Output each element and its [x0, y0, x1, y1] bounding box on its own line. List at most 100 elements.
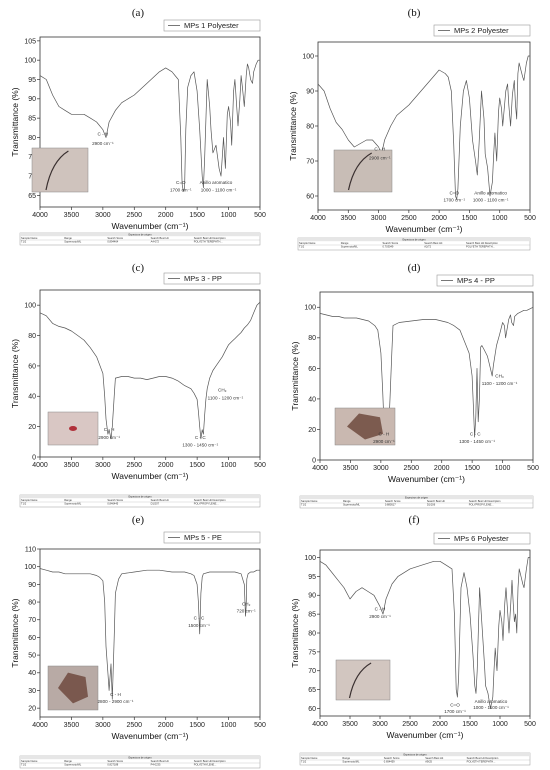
y-tick-label: 80: [28, 599, 36, 606]
search-table-header: Search Score: [383, 241, 399, 245]
peak-annotation: C - H: [379, 432, 390, 437]
x-tick-label: 3500: [340, 215, 356, 222]
x-tick-label: 2500: [401, 215, 417, 222]
legend-box: [433, 532, 531, 545]
peak-annotation: CH₃: [495, 374, 504, 379]
search-table-header: Search Best Hit: [151, 759, 169, 763]
x-tick-label: 2500: [402, 721, 418, 728]
x-tick-label: 1000: [495, 465, 511, 472]
x-tick-label: 2000: [158, 462, 174, 469]
search-table-header: Sample Name: [299, 241, 316, 245]
y-tick-label: 80: [28, 333, 36, 340]
search-table-header-bg: [20, 233, 260, 237]
y-tick-label: 80: [28, 135, 36, 142]
search-table-header: Search Score: [107, 759, 123, 763]
spectrum-line: [319, 557, 530, 709]
peak-annotation: 1000 - 1100 cm⁻¹: [473, 705, 509, 710]
microscope-photo: [335, 659, 391, 701]
x-tick-label: 3500: [64, 722, 80, 729]
peak-annotation: CH₂: [242, 602, 251, 607]
x-tick-label: 500: [254, 462, 266, 469]
search-table-cell: 0.703049: [383, 245, 394, 249]
x-axis-label: Wavenumber (cm⁻¹): [386, 224, 463, 234]
x-tick-label: 2000: [432, 721, 448, 728]
search-table-cell: POLYETH TEREPHTH...: [466, 245, 495, 249]
x-tick-label: 2000: [158, 722, 174, 729]
peak-annotation: 720 cm⁻¹: [237, 609, 256, 614]
y-axis-label: Transmittance (%): [10, 339, 20, 408]
y-tick-label: 40: [308, 396, 316, 403]
search-table-cell: 0.846445: [107, 502, 118, 506]
search-table-cell: A4-072: [151, 240, 160, 244]
peak-annotation: C=O: [450, 703, 460, 708]
search-table-header-bg: [300, 496, 533, 500]
search-table-header-bg: [20, 756, 260, 760]
search-table-header: Search Best Hit Description: [469, 499, 501, 503]
microplastic-fiber: [45, 150, 69, 191]
legend-box: [163, 272, 261, 285]
x-tick-label: 1500: [189, 212, 205, 219]
ftir-panel-3: (c) 4000 3500 3000 2500 2000 1500 1000 500 0 20 40 6…: [10, 262, 266, 508]
y-tick-label: 100: [302, 53, 314, 60]
y-axis-label: Transmittance (%): [290, 598, 300, 667]
panel-letter: (e): [132, 514, 145, 526]
y-tick-label: 70: [306, 158, 314, 165]
y-axis-label: Transmittance (%): [290, 341, 300, 410]
peak-annotation: C - H: [97, 132, 108, 137]
search-table-cell: A9/25: [425, 760, 432, 764]
y-tick-label: 105: [24, 38, 36, 45]
x-tick-label: 1000: [221, 212, 237, 219]
x-axis-label: Wavenumber (cm⁻¹): [112, 471, 189, 481]
legend-box: [163, 531, 261, 544]
plot-frame: [319, 291, 534, 461]
x-tick-label: 1500: [189, 722, 205, 729]
peak-annotation: 2900 cm⁻¹: [369, 155, 391, 160]
peak-annotation: 1300 - 1450 cm⁻¹: [182, 442, 218, 447]
search-table-cell: Supremoto/ML: [343, 503, 361, 507]
y-tick-label: 0: [312, 457, 316, 464]
x-tick-label: 1500: [189, 462, 205, 469]
search-table-title: Espectros de origen: [403, 753, 427, 757]
y-tick-label: 60: [306, 193, 314, 200]
legend-box: [433, 24, 531, 37]
panel-letter: (c): [132, 262, 145, 274]
search-table-cell: T1/2: [21, 763, 27, 767]
x-tick-label: 4000: [32, 722, 48, 729]
search-table-cell: T1/2: [21, 502, 27, 506]
x-tick-label: 3000: [95, 212, 111, 219]
search-table-cell: Supremoto/ML: [64, 240, 82, 244]
y-tick-label: 85: [308, 612, 316, 619]
search-table-header: Range: [343, 499, 351, 503]
search-table-cell: T1/2: [299, 245, 305, 249]
search-table-cell: 0.894464: [107, 240, 118, 244]
x-tick-label: 500: [527, 465, 539, 472]
search-table-header: Search Best Hit: [425, 756, 443, 760]
search-table-header: Range: [342, 756, 350, 760]
y-tick-label: 60: [28, 363, 36, 370]
search-table-header: Search Score: [107, 498, 123, 502]
x-tick-label: 2500: [126, 722, 142, 729]
search-table-header: Search Best Hit: [151, 498, 169, 502]
x-tick-label: 1500: [462, 215, 478, 222]
y-tick-label: 80: [308, 630, 316, 637]
y-tick-label: 60: [308, 706, 316, 713]
panel-letter: (f): [409, 514, 420, 526]
y-tick-label: 20: [28, 424, 36, 431]
x-axis-label: Wavenumber (cm⁻¹): [112, 731, 189, 741]
search-table-header: Search Best Hit Description: [194, 759, 226, 763]
search-table-cell: Supremoto/ML: [64, 502, 82, 506]
y-tick-label: 60: [28, 635, 36, 642]
peak-annotation: 2800 - 2900 cm⁻¹: [97, 699, 133, 704]
y-tick-label: 80: [306, 123, 314, 130]
x-tick-label: 3500: [64, 462, 80, 469]
x-tick-label: 3000: [372, 721, 388, 728]
x-tick-label: 3500: [342, 721, 358, 728]
search-table-cell: POLYPROPYLENE...: [194, 502, 219, 506]
x-axis-label: Wavenumber (cm⁻¹): [112, 221, 189, 231]
y-tick-label: 100: [304, 305, 316, 312]
x-tick-label: 3000: [371, 215, 387, 222]
legend-entry: MPs 5 - PE: [184, 533, 222, 542]
x-tick-label: 500: [254, 212, 266, 219]
y-tick-label: 100: [24, 58, 36, 65]
